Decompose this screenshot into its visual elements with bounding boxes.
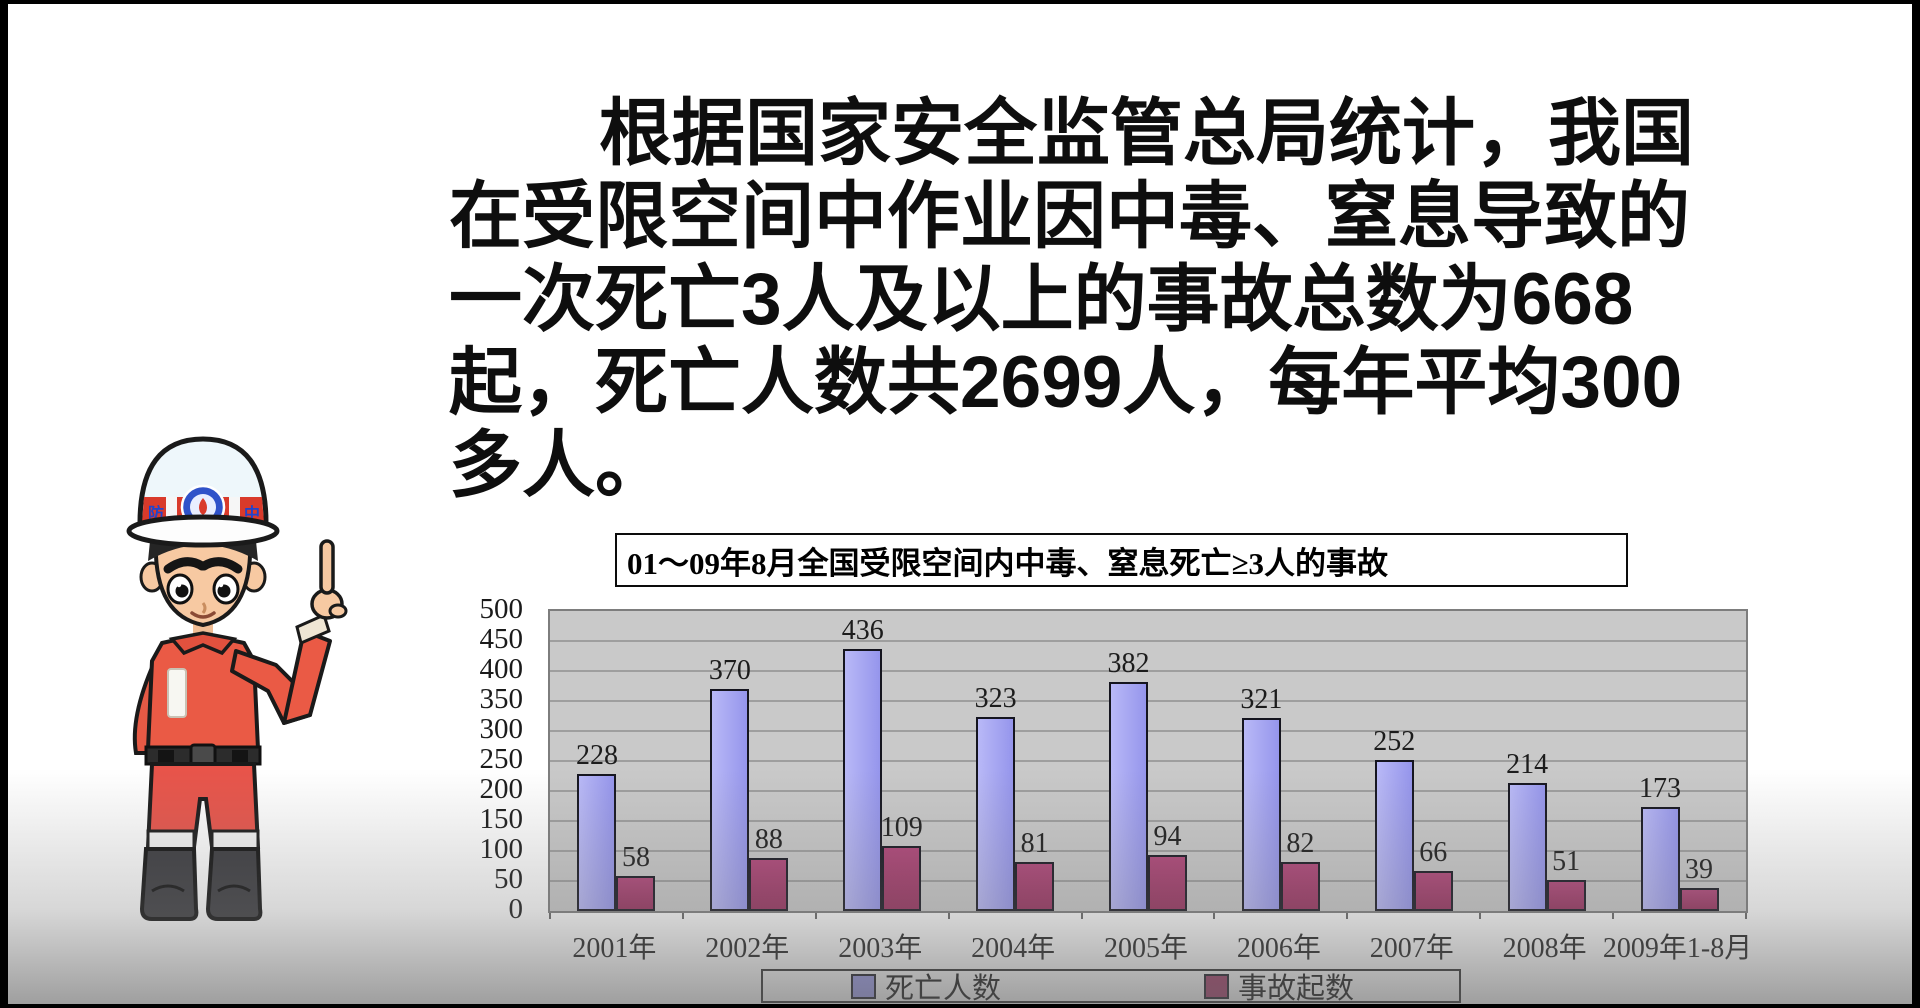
axis-tick — [1080, 913, 1083, 919]
chart-title: 01～09年8月全国受限空间内中毒、窒息死亡≥3人的事故 — [627, 545, 1389, 581]
y-tick-label: 0 — [508, 893, 524, 925]
mascot-belt — [144, 743, 262, 767]
bar-group: 228 58 — [550, 611, 683, 911]
paragraph-line: 起，死亡人数共2699人，每年平均300 — [449, 342, 1683, 423]
gridline — [550, 700, 1746, 702]
paragraph-line: 多人。 — [449, 425, 668, 506]
bar-accidents — [1546, 880, 1586, 911]
axis-tick — [1213, 913, 1216, 919]
bar-deaths — [1108, 681, 1148, 911]
firefighter-mascot-illustration: 防 中 — [126, 436, 348, 921]
paragraph-line: 一次死亡3人及以上的事故总数为668 — [449, 259, 1634, 340]
legend-label: 事故起数 — [1238, 973, 1355, 1004]
legend-box: 死亡人数 事故起数 — [761, 969, 1461, 1004]
mascot-boots — [139, 847, 263, 921]
axis-tick — [1346, 913, 1349, 919]
bar-accidents — [882, 845, 922, 911]
bar-accidents — [1280, 861, 1320, 911]
bar-group: 382 94 — [1082, 611, 1215, 911]
legend-swatch — [851, 973, 876, 999]
mascot-pointing-arm — [230, 539, 348, 725]
gridline — [550, 730, 1746, 732]
legend-entry: 事故起数 — [1204, 971, 1354, 1004]
mascot-head — [139, 528, 267, 656]
bar-group: 173 39 — [1613, 611, 1746, 911]
y-axis-labels: 0 50 100 150 200 250 300 350 400 450 500 — [418, 594, 524, 924]
chest-patch — [167, 668, 187, 718]
paragraph-line: 根据国家安全监管总局统计，我国 — [599, 93, 1694, 174]
main-paragraph: 根据国家安全监管总局统计，我国 在受限空间中作业因中毒、窒息导致的 一次死亡3人… — [449, 92, 1749, 507]
axis-tick — [1612, 913, 1615, 919]
bar-deaths — [710, 689, 750, 911]
bar-accidents — [1413, 871, 1453, 911]
bar-value-label: 214 — [1506, 748, 1549, 780]
y-tick-label: 400 — [479, 653, 524, 685]
legend-swatch — [1204, 973, 1229, 999]
mascot-helmet: 防 中 — [126, 436, 280, 548]
legend-label: 死亡人数 — [885, 973, 1002, 1004]
gridline — [550, 760, 1746, 762]
y-tick-label: 350 — [479, 683, 524, 715]
bar-value-label: 321 — [1240, 684, 1283, 716]
bar-group: 323 81 — [949, 611, 1082, 911]
bar-accidents — [616, 876, 656, 911]
bar-value-label: 81 — [1020, 828, 1049, 860]
bar-value-label: 82 — [1286, 827, 1315, 859]
bar-value-label: 66 — [1419, 837, 1448, 869]
y-tick-label: 100 — [479, 833, 524, 865]
y-tick-label: 500 — [479, 593, 524, 625]
bar-value-label: 252 — [1373, 725, 1416, 757]
bar-value-label: 370 — [708, 655, 751, 686]
x-tick-label: 2009年1-8月 — [1602, 933, 1753, 964]
axis-tick — [1479, 913, 1482, 919]
y-tick-label: 150 — [479, 803, 524, 835]
bar-value-label: 173 — [1639, 773, 1682, 805]
pointing-finger — [319, 539, 335, 595]
paragraph-line: 在受限空间中作业因中毒、窒息导致的 — [449, 176, 1690, 257]
bar-deaths — [1374, 759, 1414, 911]
bar-deaths — [1241, 718, 1281, 911]
axis-tick — [681, 913, 684, 919]
axis-tick — [814, 913, 817, 919]
bar-accidents — [749, 858, 789, 911]
chart-plot: 228 58 370 88 436 109 323 81 382 94 321 82 252 66 214 5… — [548, 609, 1748, 919]
bar-group: 214 51 — [1480, 611, 1613, 911]
bar-value-label: 58 — [621, 842, 650, 874]
bar-value-label: 88 — [754, 824, 783, 856]
bar-value-label: 51 — [1552, 846, 1581, 878]
gridline — [550, 640, 1746, 642]
bar-deaths — [976, 717, 1016, 911]
bar-group: 436 109 — [816, 611, 949, 911]
y-tick-label: 300 — [479, 713, 524, 745]
bar-group: 321 82 — [1214, 611, 1347, 911]
axis-tick — [549, 913, 551, 919]
gridline — [550, 670, 1746, 672]
y-tick-label: 50 — [494, 863, 523, 895]
y-tick-label: 250 — [479, 743, 524, 775]
axis-tick — [947, 913, 950, 919]
chart-title-box: 01～09年8月全国受限空间内中毒、窒息死亡≥3人的事故 — [615, 533, 1628, 587]
slide-content: 根据国家安全监管总局统计，我国 在受限空间中作业因中毒、窒息导致的 一次死亡3人… — [8, 4, 1912, 1004]
mascot-collar — [168, 631, 238, 656]
bar-accidents — [1147, 854, 1187, 911]
y-tick-label: 450 — [479, 623, 524, 655]
bar-value-label: 228 — [575, 740, 618, 772]
legend-entry: 死亡人数 — [851, 971, 1001, 1004]
bar-value-label: 382 — [1107, 647, 1150, 679]
bar-group: 370 88 — [683, 611, 816, 911]
bar-value-label: 323 — [974, 683, 1017, 715]
bar-value-label: 39 — [1685, 853, 1714, 885]
bar-value-label: 109 — [880, 811, 923, 843]
bar-accidents — [1015, 862, 1055, 911]
bar-group: 252 66 — [1347, 611, 1480, 911]
bar-deaths — [843, 649, 883, 911]
x-axis-labels: 2001年 2002年 2003年 2004年 2005年 2006年 2007年 2008年… — [548, 926, 1752, 964]
bar-value-label: 94 — [1153, 820, 1182, 852]
mascot-pants — [145, 762, 261, 851]
axis-tick — [1745, 913, 1747, 919]
bar-value-label: 436 — [841, 615, 884, 647]
bar-accidents — [1679, 887, 1719, 911]
y-tick-label: 200 — [479, 773, 524, 805]
